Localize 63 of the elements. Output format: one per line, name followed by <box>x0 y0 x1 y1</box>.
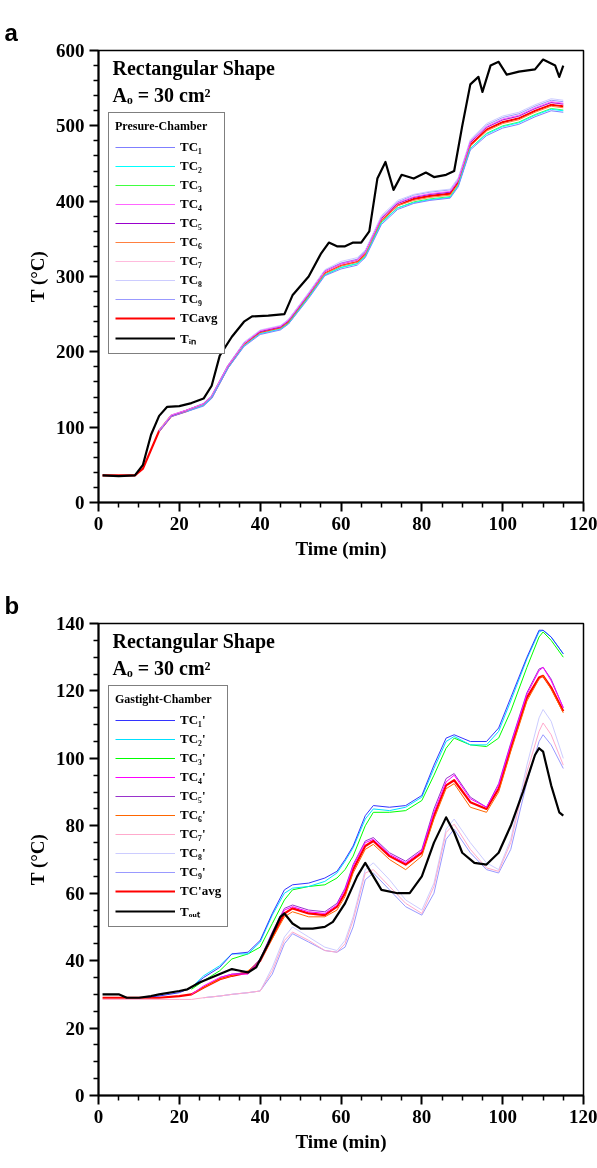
legend-label: TC₉ <box>180 291 202 307</box>
chart-title: Rectangular Shape <box>112 56 276 80</box>
legend-label: TC₁' <box>180 712 206 728</box>
x-tick-label: 40 <box>250 1105 270 1127</box>
chart-title: Rectangular Shape <box>112 629 276 653</box>
y-tick-label: 140 <box>56 613 85 634</box>
text: a <box>4 18 19 46</box>
x-tick-label: 100 <box>488 512 517 534</box>
legend-label: TC₂' <box>180 731 206 747</box>
legend-label: TC₅ <box>180 215 202 231</box>
legend-label: TC'avg <box>180 883 222 899</box>
y-tick-label: 400 <box>56 190 85 212</box>
x-tick-label: 20 <box>169 512 189 534</box>
y-tick-label: 60 <box>65 882 85 904</box>
y-tick-label: 600 <box>56 40 85 61</box>
legend-label: TC₇' <box>180 826 206 842</box>
legend-label: TC₄' <box>180 769 206 785</box>
x-tick-label: 0 <box>93 1105 104 1127</box>
legend-label: TC₆' <box>180 807 206 823</box>
legend-label: TCavg <box>180 310 218 326</box>
y-tick-label: 40 <box>65 950 85 972</box>
legend-label: TC₁ <box>180 139 202 155</box>
legend-label: TC₃ <box>180 177 202 193</box>
x-axis-title: Time (min) <box>295 537 387 560</box>
legend-label: TC₄ <box>180 196 202 212</box>
legend-label: TC₈ <box>180 272 202 288</box>
legend-label: Tₒᵤₜ <box>180 903 200 920</box>
y-tick-label: 0 <box>75 492 85 513</box>
text: Aₒ = 30 cm² <box>112 656 211 679</box>
legend-label: TC₃' <box>180 750 206 766</box>
y-tick-label: 100 <box>56 747 85 769</box>
x-tick-label: 40 <box>250 512 270 534</box>
y-tick-label: 20 <box>65 1017 85 1039</box>
x-tick-label: 60 <box>331 1105 351 1127</box>
legend-label: TC₆ <box>180 234 202 250</box>
y-tick-label: 120 <box>56 680 85 702</box>
x-axis-title: Time (min) <box>295 1130 387 1153</box>
legend-label: TC₅' <box>180 788 206 804</box>
x-tick-label: 100 <box>488 1105 517 1127</box>
y-tick-label: 500 <box>56 115 85 137</box>
legend-title: Gastight-Chamber <box>115 692 213 707</box>
y-axis-title: T (°C) <box>27 834 49 886</box>
y-tick-label: 300 <box>56 266 85 287</box>
legend-label: Tᵢₙ <box>180 330 197 347</box>
legend-label: TC₇ <box>180 253 202 269</box>
legend-title: Presure-Chamber <box>115 119 209 134</box>
y-tick-label: 100 <box>56 416 85 438</box>
legend-label: TC₉' <box>180 864 206 880</box>
x-tick-label: 80 <box>412 512 432 534</box>
y-axis-title: T (°C) <box>27 251 49 303</box>
text: Aₒ = 30 cm² <box>112 83 211 106</box>
x-tick-label: 60 <box>331 512 351 534</box>
y-tick-label: 0 <box>75 1085 85 1106</box>
text: b <box>4 591 20 619</box>
x-tick-label: 80 <box>412 1105 432 1127</box>
x-tick-label: 0 <box>93 512 104 534</box>
y-tick-label: 80 <box>65 815 85 837</box>
x-tick-label: 120 <box>569 512 597 534</box>
legend-label: TC₂ <box>180 158 202 174</box>
x-tick-label: 20 <box>169 1105 189 1127</box>
x-tick-label: 120 <box>569 1105 597 1127</box>
legend-label: TC₈' <box>180 845 206 861</box>
y-tick-label: 200 <box>56 341 85 363</box>
